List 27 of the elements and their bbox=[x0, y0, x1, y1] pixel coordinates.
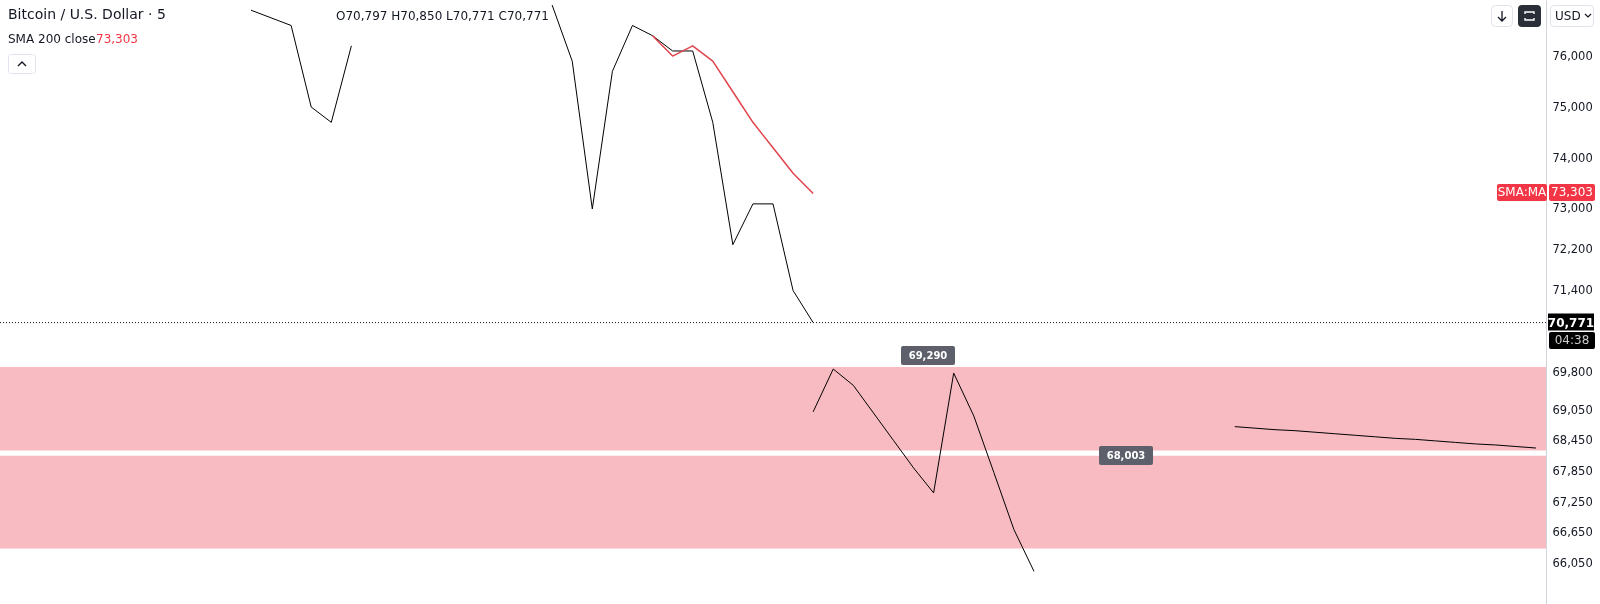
line-series bbox=[812, 368, 1035, 572]
line-series bbox=[651, 34, 814, 195]
annotation: 73,303 bbox=[96, 31, 138, 47]
annotation: SMA 200 close bbox=[8, 31, 96, 47]
text: 04:38 bbox=[1549, 332, 1595, 349]
y-tick-label: 71,400 bbox=[1552, 283, 1593, 298]
y-tick-label: 75,000 bbox=[1552, 99, 1593, 114]
text: 73,303 bbox=[1549, 184, 1595, 201]
y-tick-label: 74,000 bbox=[1552, 150, 1593, 165]
y-tick-label: 76,000 bbox=[1552, 48, 1593, 63]
y-tick-label: 73,000 bbox=[1552, 201, 1593, 216]
y-tick-label: 69,800 bbox=[1552, 364, 1593, 379]
ref-line-label: 70,771 bbox=[1547, 315, 1595, 330]
y-tick-label: 68,450 bbox=[1552, 433, 1593, 448]
y-tick-label: 67,850 bbox=[1552, 463, 1593, 478]
y-tick-label: 72,200 bbox=[1552, 242, 1593, 257]
y-tick-label: 67,250 bbox=[1552, 494, 1593, 509]
y-tick-label: 66,050 bbox=[1552, 555, 1593, 570]
annotation: SMA:MA bbox=[1497, 184, 1547, 201]
text: USD bbox=[1550, 5, 1594, 27]
annotation: 69,290 bbox=[901, 346, 955, 365]
chart-title: Bitcoin / U.S. Dollar · 5 bbox=[8, 6, 166, 22]
line-series bbox=[1234, 426, 1537, 449]
y-tick-label: 69,050 bbox=[1552, 402, 1593, 417]
annotation: 68,003 bbox=[1099, 446, 1153, 465]
y-tick-label: 66,650 bbox=[1552, 525, 1593, 540]
annotation: O70,797 H70,850 L70,771 C70,771 bbox=[336, 8, 549, 24]
